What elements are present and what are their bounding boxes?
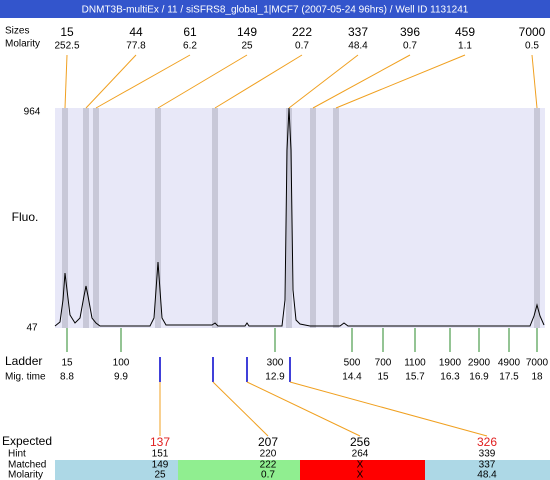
- peak-size: 337: [348, 25, 368, 39]
- matched-size: 149: [152, 460, 169, 471]
- hint-size: 151: [152, 449, 169, 460]
- matched-molarity: X: [357, 470, 364, 480]
- y-min: 47: [26, 323, 38, 334]
- trace: [54, 107, 545, 327]
- peak-molarity: 48.4: [348, 41, 368, 52]
- expected-connector: [246, 381, 361, 437]
- peak-size: 149: [237, 25, 257, 39]
- ladder-size: 4900: [498, 358, 521, 369]
- peak-band: [93, 108, 99, 328]
- mig-time: 12.9: [265, 372, 285, 383]
- row-label: Molarity: [5, 39, 40, 50]
- peak-molarity: 252.5: [54, 41, 79, 52]
- peak-connector: [64, 54, 68, 109]
- peak-band: [83, 108, 89, 328]
- peak-connector: [312, 54, 411, 109]
- peak-molarity: 0.5: [525, 41, 539, 52]
- peak-band: [534, 108, 540, 328]
- peak-size: 15: [60, 25, 74, 39]
- expected-connector: [212, 381, 269, 437]
- peak-connector: [288, 54, 359, 109]
- peak-connector: [95, 54, 191, 109]
- peak-band: [212, 108, 218, 328]
- peak-molarity: 6.2: [183, 41, 197, 52]
- row-label: Sizes: [5, 26, 29, 37]
- peak-band: [310, 108, 316, 328]
- result-cell: [178, 460, 300, 480]
- peak-molarity: 1.1: [458, 41, 472, 52]
- peak-band: [155, 108, 161, 328]
- plot-area: [55, 108, 545, 328]
- row-label: Molarity: [8, 470, 43, 480]
- ladder-size: 700: [375, 358, 392, 369]
- ladder-size: 2900: [468, 358, 491, 369]
- peak-connector: [157, 54, 248, 109]
- mig-time: 14.4: [342, 372, 362, 383]
- expected-size: 326: [477, 435, 497, 449]
- mig-time: 16.9: [469, 372, 489, 383]
- hint-size: 264: [352, 449, 369, 460]
- peak-size: 459: [455, 25, 475, 39]
- peak-bands: [62, 108, 540, 328]
- matched-size: X: [357, 460, 364, 471]
- peak-band: [286, 108, 292, 328]
- mig-time: 17.5: [499, 372, 519, 383]
- hint-size: 220: [260, 449, 277, 460]
- ladder-size: 1100: [404, 358, 426, 369]
- mig-time: 8.8: [60, 372, 74, 383]
- matched-molarity: 0.7: [261, 470, 275, 480]
- title-bar: [0, 0, 550, 18]
- matched-size: 337: [479, 460, 496, 471]
- mig-time: 18: [531, 372, 543, 383]
- peak-molarity: 0.7: [295, 41, 309, 52]
- expected-size: 207: [258, 435, 278, 449]
- matched-molarity: 48.4: [477, 470, 497, 480]
- ladder-size: 1900: [439, 358, 462, 369]
- expected-size: 137: [150, 435, 170, 449]
- title: DNMT3B-multiEx / 11 / siSFRS8_global_1|M…: [82, 5, 469, 16]
- hint-size: 339: [479, 449, 496, 460]
- mig-time: 9.9: [114, 372, 128, 383]
- peak-size: 222: [292, 25, 312, 39]
- ladder-size: 15: [61, 358, 73, 369]
- mig-time: 15: [377, 372, 389, 383]
- peak-molarity: 77.8: [126, 41, 146, 52]
- peak-size: 44: [129, 25, 143, 39]
- result-cell: [425, 460, 550, 480]
- row-label: Hint: [8, 449, 26, 460]
- peak-size: 7000: [519, 25, 546, 39]
- peak-connector: [85, 54, 137, 109]
- y-label: Fluo.: [12, 210, 39, 224]
- matched-molarity: 25: [154, 470, 166, 480]
- expected-connector: [289, 381, 488, 437]
- peak-connector: [531, 54, 538, 109]
- expected-size: 256: [350, 435, 370, 449]
- mig-time: 16.3: [440, 372, 460, 383]
- peak-size: 61: [183, 25, 197, 39]
- ladder-size: 300: [267, 358, 284, 369]
- peak-connector: [214, 54, 303, 109]
- mig-time: 15.7: [405, 372, 425, 383]
- ladder-size: 100: [113, 358, 130, 369]
- ladder-size: 7000: [526, 358, 549, 369]
- result-cell: [300, 460, 425, 480]
- row-label: Expected: [2, 434, 52, 448]
- result-cell: [55, 460, 178, 480]
- peak-connector: [335, 54, 466, 109]
- peak-band: [62, 108, 68, 328]
- peak-molarity: 0.7: [403, 41, 417, 52]
- matched-size: 222: [260, 460, 277, 471]
- row-label: Ladder: [5, 354, 42, 368]
- peak-size: 396: [400, 25, 420, 39]
- ladder-size: 500: [344, 358, 361, 369]
- peak-band: [333, 108, 339, 328]
- row-label: Mig. time: [5, 372, 46, 383]
- peak-molarity: 25: [241, 41, 253, 52]
- y-max: 964: [24, 107, 41, 118]
- row-label: Matched: [8, 460, 46, 471]
